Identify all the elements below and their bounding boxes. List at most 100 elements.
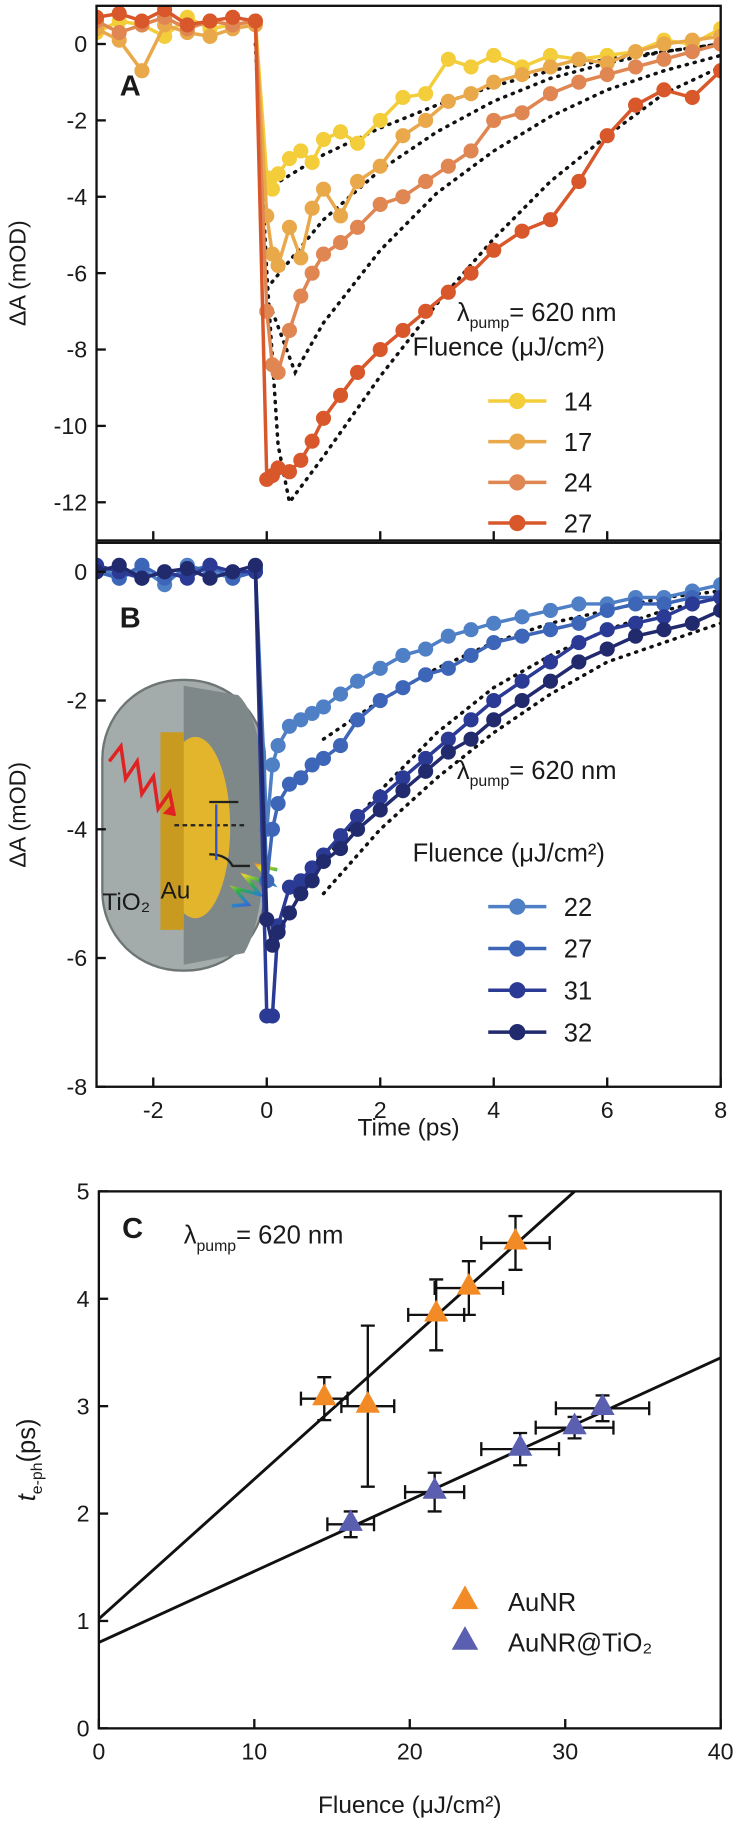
data-point (713, 602, 721, 618)
data-point (395, 680, 411, 696)
fit-curve (321, 621, 721, 896)
y-axis-label: ΔA (mOD) (5, 220, 31, 326)
data-point (304, 154, 320, 170)
data-point (259, 911, 275, 927)
y-tick-label: -12 (54, 489, 88, 515)
legend-marker (509, 1024, 526, 1041)
y-tick-label: -2 (67, 108, 88, 134)
data-point (713, 589, 721, 606)
legend-marker (451, 1585, 479, 1610)
data-point (372, 660, 388, 676)
data-point (264, 181, 280, 197)
plot-frame (95, 541, 722, 1088)
data-point (486, 242, 502, 258)
panel-label: C (122, 1213, 143, 1245)
data-point (514, 66, 530, 83)
data-point (599, 55, 615, 71)
data-point (463, 731, 479, 747)
data-point (270, 364, 286, 380)
series-line (96, 22, 721, 271)
data-point (599, 602, 615, 618)
legend-label: AuNR@TiO₂ (508, 1630, 652, 1658)
data-point (463, 622, 479, 638)
plot-frame (95, 4, 722, 542)
data-point (656, 622, 672, 638)
data-point (332, 686, 349, 702)
data-point (304, 265, 320, 281)
y-tick-label: -4 (67, 816, 88, 842)
data-point (372, 112, 388, 128)
data-point (486, 712, 502, 728)
data-point (281, 718, 298, 734)
data-point (395, 89, 411, 106)
x-tick-label: 30 (552, 1739, 578, 1765)
data-point (372, 341, 388, 358)
data-point (315, 410, 332, 426)
data-point (684, 596, 700, 612)
data-point (315, 131, 332, 148)
data-point (542, 622, 559, 638)
data-point (349, 173, 366, 190)
data-point (542, 86, 559, 102)
data-point (440, 628, 456, 644)
data-point (315, 246, 332, 262)
legend-label: 31 (564, 978, 592, 1006)
data-point (315, 853, 332, 870)
y-axis-label-subscript: e-ph (29, 1462, 46, 1494)
data-point (202, 570, 218, 586)
data-point (134, 63, 150, 79)
data-point (395, 128, 411, 144)
data-point (338, 1509, 363, 1531)
inset-label: TiO₂ (102, 889, 150, 916)
data-point (514, 105, 530, 121)
data-point (264, 937, 280, 953)
data-point (599, 66, 615, 83)
x-axis-label: Time (ps) (358, 1115, 460, 1142)
legend-marker (509, 514, 526, 532)
data-point (202, 28, 218, 44)
legend-label: 22 (564, 894, 592, 922)
data-point (372, 158, 388, 174)
legend-label: 27 (564, 510, 592, 538)
data-point (514, 223, 530, 239)
x-tick-label: 4 (487, 1097, 500, 1123)
x-tick-label: 0 (92, 1739, 105, 1765)
data-point (684, 44, 700, 60)
data-point (440, 51, 456, 67)
data-point (571, 654, 587, 670)
data-point (247, 13, 263, 29)
data-point (422, 1476, 447, 1499)
data-point (315, 750, 332, 767)
y-axis-label-symbol: t (13, 1493, 41, 1501)
data-point (418, 763, 434, 779)
data-point (418, 173, 434, 190)
data-point (713, 577, 721, 593)
data-point (440, 744, 456, 760)
inset-illustration (101, 678, 278, 972)
data-point (281, 879, 298, 895)
y-axis-label: ΔA (mOD) (5, 762, 31, 868)
data-point (463, 143, 479, 159)
data-point (225, 564, 241, 580)
data-point (304, 705, 320, 721)
legend-label: 27 (564, 936, 592, 964)
legend-marker (509, 392, 526, 410)
data-point (418, 667, 434, 683)
legend-marker (509, 433, 526, 450)
data-point (440, 660, 456, 676)
data-point (349, 364, 366, 380)
data-point (463, 59, 479, 75)
data-point (202, 557, 218, 573)
y-tick-label: 4 (77, 1286, 90, 1312)
data-point (293, 873, 309, 889)
annotation-text: = 620 nm (236, 1222, 343, 1250)
data-point (96, 9, 105, 25)
data-point (418, 303, 434, 319)
data-point (628, 596, 644, 612)
y-tick-label: 5 (77, 1179, 90, 1205)
legend-label: 17 (564, 429, 592, 457)
y-tick-label: 2 (77, 1501, 90, 1527)
legend-marker (509, 474, 526, 491)
x-tick-label: 6 (601, 1097, 614, 1123)
